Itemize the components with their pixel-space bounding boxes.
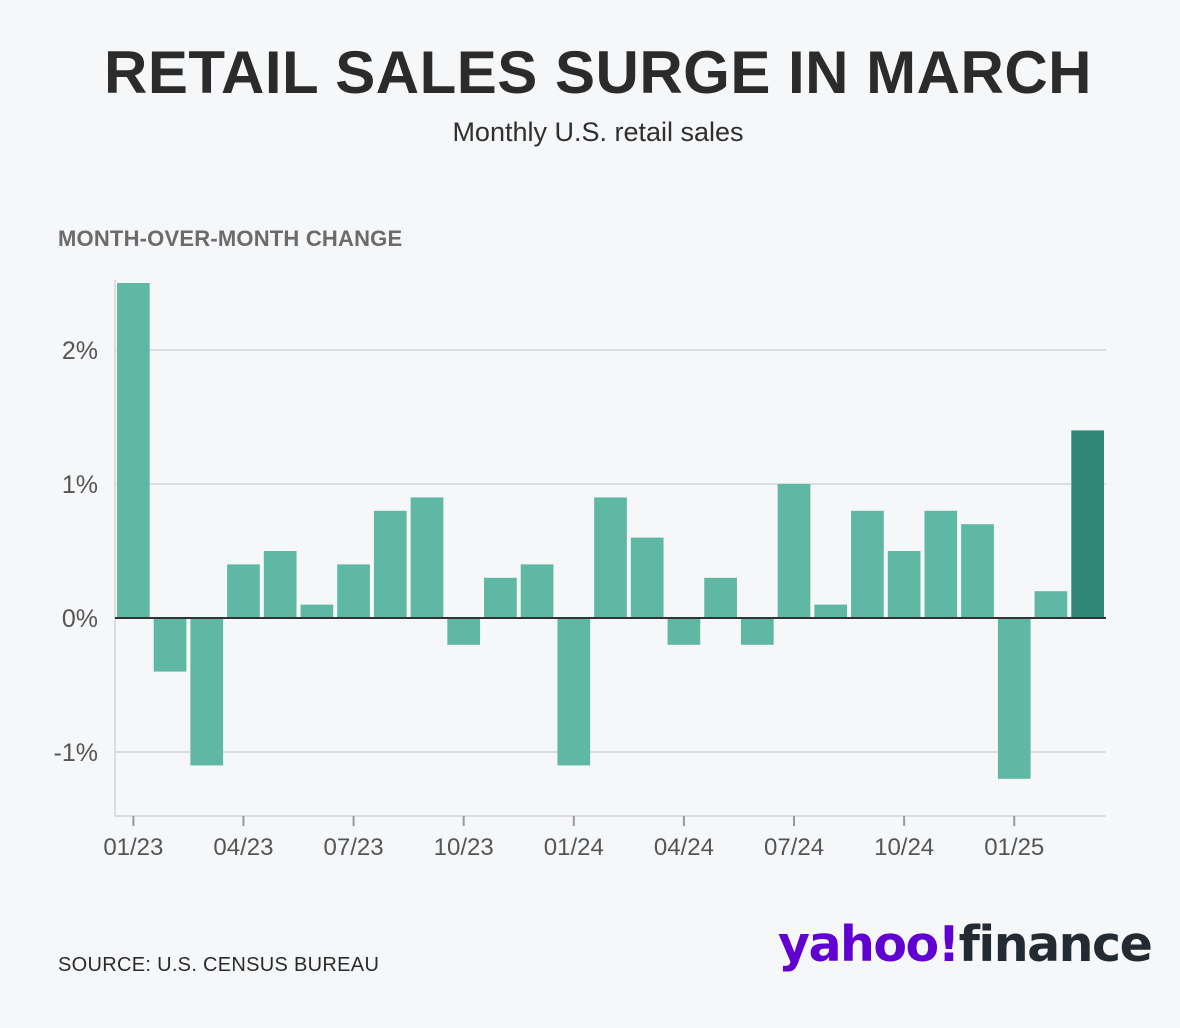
bar-09/23 <box>410 497 444 618</box>
bar-01/23 <box>117 283 150 618</box>
y-tick-label: 2% <box>62 337 98 365</box>
bar-10/24 <box>887 551 921 618</box>
bar-10/23 <box>447 618 481 645</box>
x-tick-label: 01/24 <box>544 834 604 861</box>
yahoo-finance-logo: yahoo!finance <box>778 916 1153 973</box>
bar-03/25 <box>1071 430 1104 618</box>
bar-07/23 <box>337 564 370 618</box>
bar-07/24 <box>777 484 811 618</box>
bar-04/23 <box>227 564 260 618</box>
bar-11/24 <box>924 510 958 618</box>
bar-12/23 <box>520 564 554 618</box>
bar-11/23 <box>484 577 517 618</box>
bar-03/24 <box>630 537 664 618</box>
x-tick-label: 10/23 <box>434 834 494 861</box>
bar-08/23 <box>373 510 407 618</box>
x-tick-label: 01/23 <box>103 834 163 861</box>
y-axis-title: MONTH-OVER-MONTH CHANGE <box>58 226 403 251</box>
chart-subtitle: Monthly U.S. retail sales <box>452 117 744 147</box>
bar-03/23 <box>190 618 224 766</box>
bar-01/25 <box>997 618 1031 779</box>
bar-08/24 <box>814 604 848 618</box>
x-tick-label: 07/23 <box>324 834 384 861</box>
bar-01/24 <box>557 618 591 766</box>
y-tick-label: 1% <box>62 471 98 499</box>
x-tick-label: 04/24 <box>654 834 714 861</box>
bar-12/24 <box>961 524 994 618</box>
bar-chart: -1% 0% 1% 2% 01/23 04/23 07/23 10/23 01/24 04/24 0… <box>54 280 1106 861</box>
x-tick-label: 10/24 <box>874 834 934 861</box>
bar-02/24 <box>594 497 627 618</box>
bar-02/25 <box>1034 591 1068 618</box>
bar-05/24 <box>704 577 737 618</box>
x-tick-label: 01/25 <box>984 834 1044 861</box>
chart-title: RETAIL SALES SURGE IN MARCH <box>103 39 1092 106</box>
bar-09/24 <box>851 510 884 618</box>
y-tick-label: 0% <box>62 605 98 633</box>
bar-02/23 <box>153 618 187 672</box>
bar-05/23 <box>263 551 297 618</box>
bar-04/24 <box>667 618 701 645</box>
bar-06/24 <box>740 618 774 645</box>
y-tick-label: -1% <box>54 739 98 767</box>
source-note: SOURCE: U.S. CENSUS BUREAU <box>58 954 380 976</box>
x-tick-label: 07/24 <box>764 834 824 861</box>
x-tick-label: 04/23 <box>213 834 273 861</box>
bar-06/23 <box>300 604 334 618</box>
